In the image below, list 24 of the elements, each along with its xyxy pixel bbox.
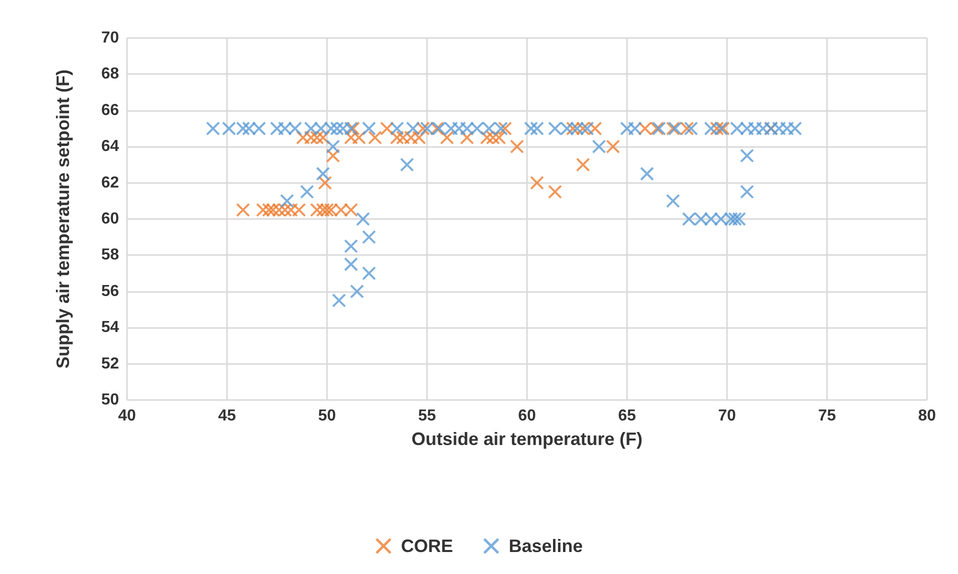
y-tick-label: 68 <box>101 66 120 83</box>
y-tick-label: 54 <box>101 319 120 336</box>
y-tick-label: 64 <box>101 138 120 156</box>
x-axis-title: Outside air temperature (F) <box>411 429 643 449</box>
x-tick-label: 70 <box>718 408 736 424</box>
x-tick-label: 75 <box>818 408 836 424</box>
y-tick-label: 58 <box>101 246 120 264</box>
x-tick-label: 55 <box>418 408 436 424</box>
x-tick-label: 50 <box>318 408 336 424</box>
x-tick-label: 40 <box>118 408 136 424</box>
x-tick-label: 80 <box>918 408 936 424</box>
y-tick-label: 50 <box>101 392 120 408</box>
x-tick-label: 65 <box>618 408 636 424</box>
x-tick-label: 45 <box>218 408 236 424</box>
y-tick-label: 52 <box>101 355 120 372</box>
y-tick-label: 56 <box>101 282 120 300</box>
y-tick-label: 66 <box>101 102 120 119</box>
y-tick-label: 62 <box>101 174 120 192</box>
y-axis-title: Supply air temperature setpoint (F) <box>53 69 73 369</box>
x-tick-label: 60 <box>518 408 536 424</box>
legend-label: Baseline <box>508 536 583 556</box>
legend-label: CORE <box>400 536 453 556</box>
y-tick-label: 60 <box>101 210 120 228</box>
y-tick-label: 70 <box>101 30 120 46</box>
